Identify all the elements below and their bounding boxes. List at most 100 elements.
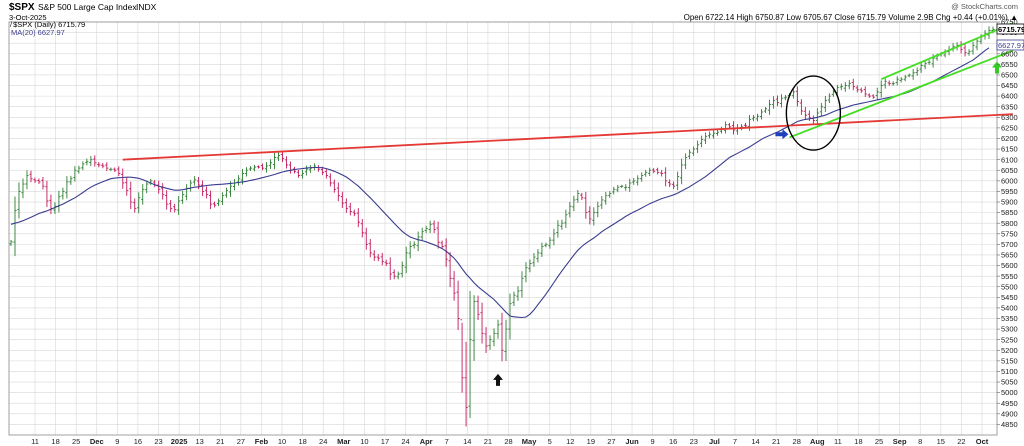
x-tick-label: 11	[31, 437, 39, 446]
price-bar	[644, 169, 648, 177]
price-bar	[384, 259, 388, 267]
x-tick-label: Feb	[255, 437, 269, 446]
price-bar	[751, 115, 756, 122]
chart-date: 3-Oct-2025	[9, 13, 47, 22]
price-bar	[668, 179, 672, 188]
price-bar	[268, 159, 273, 169]
price-bar	[556, 220, 560, 238]
x-tick-label: 23	[690, 437, 698, 446]
x-tick-label: 19	[587, 437, 595, 446]
x-tick-label: 9	[115, 437, 119, 446]
price-tag-close: 6715.79	[996, 23, 1024, 35]
price-bar	[524, 262, 528, 283]
price-bar	[460, 319, 464, 393]
price-bar	[408, 241, 412, 259]
x-tick-label: 17	[381, 437, 389, 446]
y-tick-label: 6250	[1001, 123, 1018, 132]
x-tick-label: 16	[669, 437, 677, 446]
price-bar	[656, 167, 660, 175]
x-tick-label: 18	[298, 437, 306, 446]
arrow-up-icon	[493, 373, 504, 386]
price-bar	[779, 94, 784, 108]
y-tick-label: 4900	[1001, 409, 1018, 418]
y-tick-label: 4850	[1001, 420, 1018, 429]
price-bar	[652, 168, 656, 174]
price-bar	[161, 183, 165, 200]
x-tick-label: 5	[548, 437, 552, 446]
y-tick-label: 4950	[1001, 399, 1018, 408]
price-bar	[500, 312, 504, 362]
y-tick-label: 6500	[1001, 71, 1018, 80]
price-bar	[300, 169, 305, 179]
x-tick-label: 24	[401, 437, 409, 446]
price-bar	[771, 96, 776, 109]
price-bar	[145, 180, 149, 194]
y-tick-label: 6300	[1001, 113, 1018, 122]
price-bar	[875, 87, 879, 100]
chart-index-name: S&P 500 Large Cap Index	[38, 2, 137, 12]
price-bar	[703, 132, 708, 144]
chart-exchange: INDX	[136, 2, 157, 12]
y-tick-label: 5300	[1001, 325, 1018, 334]
x-tick-label: 8	[918, 437, 922, 446]
price-bar	[424, 225, 428, 234]
price-bar	[376, 254, 380, 262]
price-bar	[113, 167, 117, 172]
price-bar	[93, 155, 97, 167]
price-bar	[763, 106, 768, 113]
x-tick-label: 10	[278, 437, 286, 446]
price-bar	[536, 249, 540, 263]
price-bar	[29, 170, 33, 183]
price-bar	[264, 162, 269, 173]
x-tick-label: Jul	[709, 437, 720, 446]
x-tick-label: 22	[957, 437, 965, 446]
price-bar	[684, 153, 688, 170]
price-bar	[137, 192, 141, 214]
price-bar	[975, 37, 979, 51]
price-bar	[432, 220, 436, 234]
price-bar	[392, 269, 396, 280]
price-bar	[688, 149, 692, 160]
price-bar	[851, 78, 855, 91]
price-bar	[141, 184, 145, 205]
ma-line-layer	[10, 47, 990, 319]
price-bar	[560, 219, 564, 230]
price-bar	[340, 191, 344, 209]
price-bar	[887, 80, 891, 86]
price-bar	[65, 176, 69, 199]
price-bar	[488, 335, 492, 350]
x-tick-label: Jun	[625, 437, 639, 446]
price-bar	[572, 195, 576, 212]
y-tick-label: 6150	[1001, 145, 1018, 154]
price-bar	[867, 93, 871, 98]
price-bar	[715, 129, 720, 136]
price-bar	[284, 156, 289, 169]
price-bar	[129, 181, 133, 210]
price-bar	[484, 327, 488, 353]
price-bar	[33, 177, 37, 184]
price-bar	[676, 171, 680, 191]
price-bar	[372, 250, 376, 262]
x-tick-label: 7	[733, 437, 737, 446]
price-bar	[428, 220, 432, 234]
x-tick-label: 25	[72, 437, 80, 446]
price-bar	[248, 166, 253, 172]
price-bar	[883, 77, 887, 89]
price-bar	[304, 165, 308, 176]
price-bar	[568, 201, 572, 218]
price-bar	[879, 80, 883, 98]
price-bar	[165, 190, 169, 210]
trendline	[122, 113, 1014, 161]
price-bar	[516, 286, 520, 301]
x-tick-label: 15	[937, 437, 945, 446]
price-bar	[775, 95, 780, 107]
x-tick-label: Apr	[420, 437, 433, 446]
price-bar	[827, 93, 831, 103]
price-bar	[803, 107, 807, 120]
y-tick-label: 5450	[1001, 293, 1018, 302]
price-bar	[915, 67, 919, 76]
y-tick-label: 5700	[1001, 240, 1018, 249]
price-bar	[256, 165, 261, 169]
price-bar	[540, 242, 544, 258]
